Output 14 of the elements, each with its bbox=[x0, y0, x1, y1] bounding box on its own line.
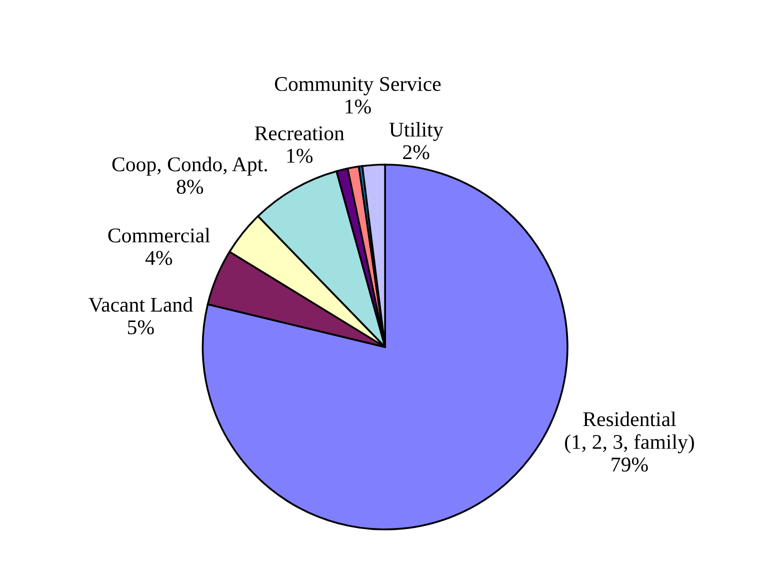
data-label: 4% bbox=[145, 250, 172, 266]
data-label: 8% bbox=[176, 180, 204, 194]
data-label: 5% bbox=[128, 320, 154, 334]
data-label: 1% bbox=[287, 148, 313, 163]
slice-label: Recreation bbox=[254, 126, 344, 140]
slice-label: Vacant Land bbox=[88, 297, 193, 312]
slice-label: Coop, Condo, Apt. bbox=[112, 156, 267, 176]
slice-label: Commercial bbox=[108, 228, 210, 242]
slice-label: Residential (1, 2, 3, family) bbox=[565, 412, 694, 454]
data-label: 79% bbox=[612, 458, 648, 472]
data-label: 1% bbox=[346, 100, 371, 114]
slice-label: Community Service bbox=[274, 77, 441, 96]
slice-label: Utility bbox=[389, 122, 444, 141]
data-label: 2% bbox=[403, 145, 430, 160]
